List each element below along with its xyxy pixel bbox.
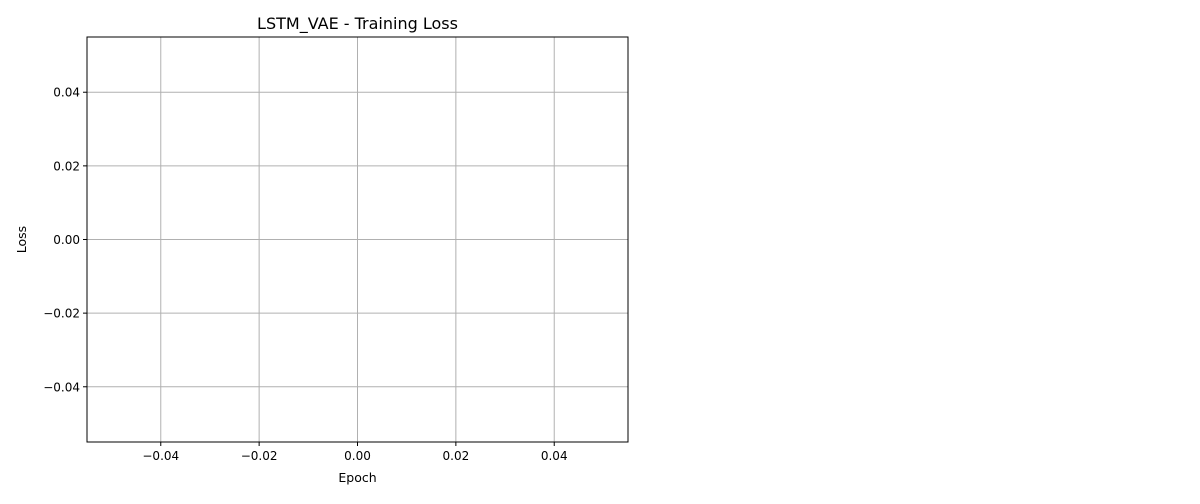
x-tick-label: 0.04 — [541, 449, 568, 463]
x-tick-label: −0.04 — [142, 449, 179, 463]
x-tick-label: 0.02 — [443, 449, 470, 463]
x-tick-label: −0.02 — [241, 449, 278, 463]
y-axis-label: Loss — [14, 226, 29, 253]
y-tick-label: 0.04 — [53, 86, 80, 100]
y-tick-label: 0.02 — [53, 159, 80, 173]
y-axis-ticks: −0.04 −0.02 0.00 0.02 0.04 — [43, 86, 87, 394]
x-axis-label: Epoch — [338, 470, 376, 485]
chart-title: LSTM_VAE - Training Loss — [257, 14, 458, 34]
y-tick-label: −0.04 — [43, 380, 80, 394]
x-axis-ticks: −0.04 −0.02 0.00 0.02 0.04 — [142, 442, 568, 463]
grid — [87, 37, 628, 442]
x-tick-label: 0.00 — [344, 449, 371, 463]
y-tick-label: −0.02 — [43, 307, 80, 321]
y-tick-label: 0.00 — [53, 233, 80, 247]
